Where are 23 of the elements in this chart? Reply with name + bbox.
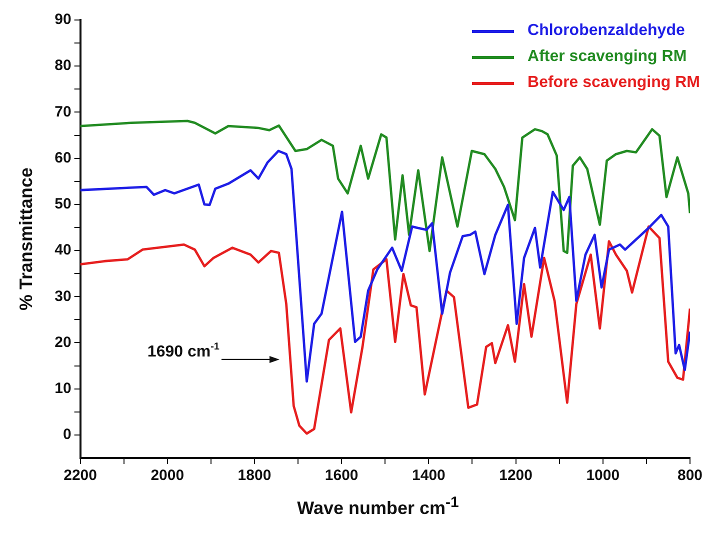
x-tick-label: 1400 <box>412 467 446 484</box>
y-tick-label: 80 <box>54 57 72 74</box>
x-tick-label: 2200 <box>64 467 97 484</box>
x-tick-label: 1800 <box>238 467 272 484</box>
legend-label: Chlorobenzaldehyde <box>528 22 685 40</box>
x-tick-label: 1200 <box>499 467 532 484</box>
y-axis-title: % Transmittance <box>16 167 36 311</box>
y-tick-label: 90 <box>54 11 72 28</box>
y-tick-label: 70 <box>54 103 72 120</box>
y-tick-label: 20 <box>54 334 72 351</box>
x-tick-label: 800 <box>677 467 703 484</box>
legend-label: After scavenging RM <box>528 48 687 66</box>
y-tick-label: 10 <box>54 380 72 397</box>
y-tick-label: 0 <box>62 426 72 444</box>
x-tick-label: 1000 <box>586 467 620 484</box>
y-tick-label: 30 <box>54 288 72 305</box>
x-tick-label: 2000 <box>150 467 184 484</box>
legend-label: Before scavenging RM <box>528 74 700 92</box>
y-tick-label: 60 <box>54 149 72 166</box>
y-tick-label: 50 <box>54 196 72 213</box>
x-tick-label: 1600 <box>324 467 358 484</box>
y-tick-label: 40 <box>54 242 72 259</box>
x-axis-title: Wave number cm$^{-1}$ <box>296 494 460 519</box>
